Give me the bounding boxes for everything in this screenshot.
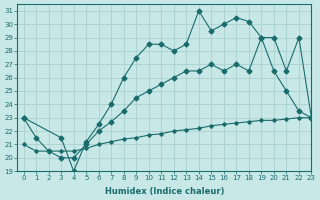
X-axis label: Humidex (Indice chaleur): Humidex (Indice chaleur) bbox=[105, 187, 224, 196]
